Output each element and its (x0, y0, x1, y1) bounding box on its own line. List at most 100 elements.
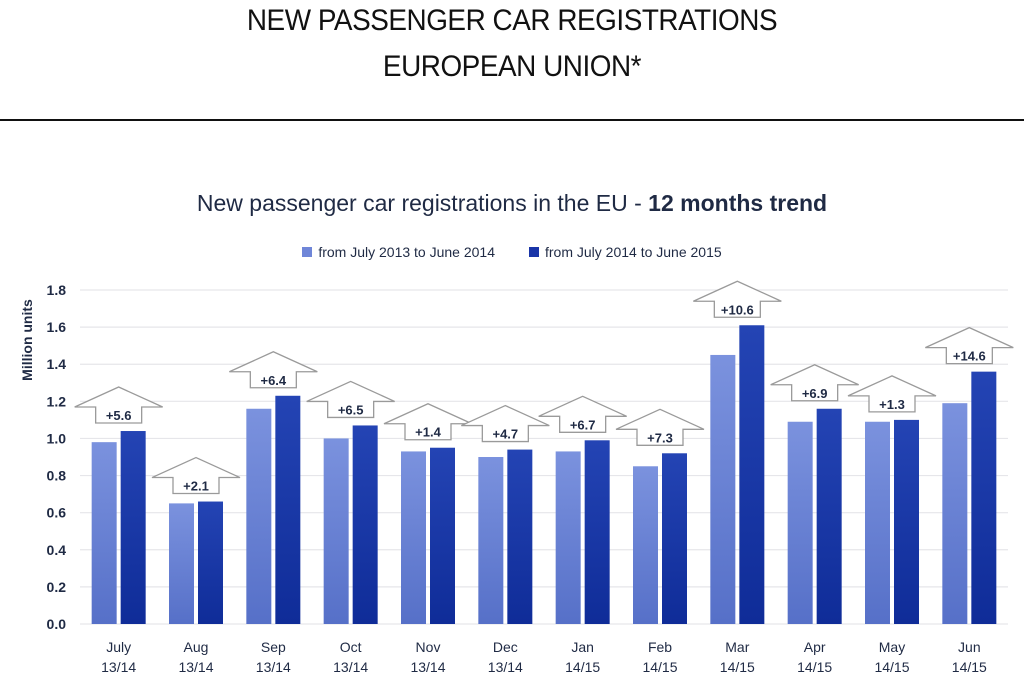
bar-series-1-dec (478, 457, 504, 624)
y-tick-label: 0.8 (47, 468, 67, 484)
chart-legend: from July 2013 to June 2014 from July 20… (0, 244, 1024, 260)
y-tick-label: 0.2 (47, 579, 67, 595)
x-tick-sublabel: 14/15 (797, 659, 832, 675)
bar-series-2-mar (739, 325, 765, 624)
change-arrow-july: +5.6 (74, 386, 163, 424)
bar-series-2-feb (662, 453, 687, 624)
change-arrow-aug: +2.1 (151, 456, 241, 495)
x-tick-sublabel: 13/14 (178, 659, 213, 675)
bar-series-2-may (894, 419, 919, 624)
change-arrow-sep: +6.4 (229, 351, 318, 389)
bar-series-1-sep (246, 408, 272, 624)
bar-series-2-nov (430, 447, 455, 624)
bar-series-1-feb (633, 466, 658, 624)
change-label: +14.6 (953, 349, 986, 364)
change-label: +6.5 (338, 402, 364, 417)
bar-series-1-jun (942, 403, 968, 624)
bar-series-2-jun (971, 371, 997, 624)
x-tick-label: Dec (493, 639, 518, 655)
up-arrow-icon (461, 404, 550, 443)
legend-item-series-1: from July 2013 to June 2014 (302, 244, 495, 260)
legend-label-series-1: from July 2013 to June 2014 (318, 244, 495, 260)
chart-title: New passenger car registrations in the E… (0, 190, 1024, 217)
x-tick-label: Jan (571, 639, 594, 655)
x-tick-label: Aug (184, 639, 209, 655)
x-tick-sublabel: 13/14 (101, 659, 136, 675)
bar-series-2-oct (352, 425, 378, 624)
x-tick-label: Apr (804, 639, 826, 655)
bar-series-2-sep (275, 395, 301, 624)
y-tick-label: 1.2 (47, 393, 67, 409)
bar-series-1-apr (787, 421, 813, 624)
change-label: +1.3 (879, 397, 905, 412)
up-arrow-icon (847, 375, 937, 413)
up-arrow-icon (615, 408, 705, 446)
change-arrow-jun: +14.6 (925, 326, 1014, 365)
y-tick-label: 0.4 (47, 542, 67, 558)
change-label: +5.6 (106, 408, 132, 423)
change-label: +1.4 (415, 425, 441, 440)
change-arrow-oct: +6.5 (306, 380, 395, 419)
bar-series-2-july (120, 431, 146, 624)
x-tick-label: Oct (340, 639, 362, 655)
section-divider (0, 119, 1024, 121)
x-tick-sublabel: 14/15 (874, 659, 909, 675)
x-tick-label: Nov (416, 639, 441, 655)
bar-series-2-aug (198, 501, 223, 624)
change-arrow-feb: +7.3 (615, 408, 705, 446)
page-title-line2: EUROPEAN UNION* (382, 50, 642, 83)
chart-title-main: New passenger car registrations in the E… (196, 190, 649, 216)
up-arrow-icon (925, 326, 1014, 365)
bar-series-1-jan (555, 451, 581, 624)
y-tick-label: 0.0 (47, 616, 67, 632)
up-arrow-icon (770, 364, 859, 402)
bar-series-1-mar (710, 354, 736, 624)
x-tick-sublabel: 14/15 (952, 659, 987, 675)
up-arrow-icon (229, 351, 318, 389)
bar-series-1-may (865, 421, 890, 624)
page-title-line1: NEW PASSENGER CAR REGISTRATIONS (246, 4, 778, 37)
up-arrow-icon (538, 395, 627, 433)
change-label: +6.9 (802, 386, 828, 401)
x-tick-sublabel: 13/14 (256, 659, 291, 675)
bar-series-1-july (91, 442, 117, 624)
bar-series-1-oct (323, 438, 349, 624)
x-tick-label: Jun (958, 639, 981, 655)
x-tick-label: July (106, 639, 131, 655)
up-arrow-icon (151, 456, 241, 495)
change-arrow-nov: +1.4 (383, 403, 473, 441)
x-tick-sublabel: 14/15 (565, 659, 600, 675)
legend-item-series-2: from July 2014 to June 2015 (529, 244, 722, 260)
change-arrow-apr: +6.9 (770, 364, 859, 402)
legend-swatch-series-2 (529, 247, 539, 257)
x-tick-label: Sep (261, 639, 286, 655)
change-label: +10.6 (721, 302, 754, 317)
bar-series-1-nov (401, 451, 426, 624)
y-tick-label: 1.0 (47, 430, 67, 446)
y-tick-label: 1.4 (47, 356, 67, 372)
change-label: +6.4 (260, 373, 286, 388)
legend-label-series-2: from July 2014 to June 2015 (545, 244, 722, 260)
change-label: +2.1 (183, 479, 209, 494)
x-tick-sublabel: 13/14 (488, 659, 523, 675)
up-arrow-icon (74, 386, 163, 424)
y-tick-label: 1.8 (47, 282, 67, 298)
y-tick-label: 1.6 (47, 319, 67, 335)
x-tick-sublabel: 14/15 (720, 659, 755, 675)
y-tick-label: 0.6 (47, 505, 67, 521)
bar-series-2-dec (507, 449, 533, 624)
x-tick-label: Mar (725, 639, 749, 655)
x-tick-sublabel: 13/14 (410, 659, 445, 675)
change-label: +4.7 (492, 427, 518, 442)
change-arrow-dec: +4.7 (461, 404, 550, 443)
change-arrow-jan: +6.7 (538, 395, 627, 433)
change-arrow-mar: +10.6 (693, 280, 782, 318)
bar-series-2-jan (584, 440, 610, 624)
x-tick-sublabel: 14/15 (642, 659, 677, 675)
x-tick-label: May (879, 639, 905, 655)
chart-title-bold: 12 months trend (648, 190, 828, 216)
x-tick-sublabel: 13/14 (333, 659, 368, 675)
change-label: +7.3 (647, 430, 673, 445)
x-tick-label: Feb (648, 639, 672, 655)
